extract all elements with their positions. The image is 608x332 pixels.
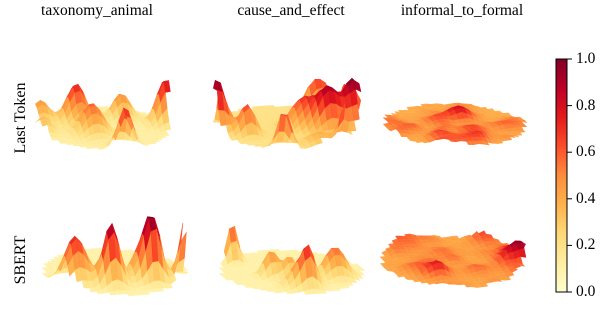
surface-face bbox=[162, 133, 170, 137]
surface-panel bbox=[212, 77, 362, 149]
surface-face bbox=[355, 273, 364, 280]
surface-face bbox=[507, 135, 516, 138]
colorbar-tick-label: 0.8 bbox=[576, 96, 596, 114]
surface-face bbox=[180, 270, 189, 274]
surface-face bbox=[357, 268, 366, 272]
surface-face bbox=[163, 80, 171, 93]
surface-panel bbox=[382, 102, 528, 146]
surface-face bbox=[338, 101, 346, 127]
surface-face bbox=[351, 103, 360, 121]
colorbar-tick-label: 0.6 bbox=[576, 143, 596, 161]
colorbar-tick-label: 0.2 bbox=[576, 236, 596, 254]
surface-face bbox=[348, 120, 357, 132]
surface-face bbox=[141, 143, 149, 147]
surface-face bbox=[341, 285, 351, 289]
surface-panel bbox=[35, 80, 171, 150]
surface-face bbox=[178, 231, 187, 262]
surface-face bbox=[155, 137, 164, 141]
surface-face bbox=[329, 130, 337, 139]
column-title: cause_and_effect bbox=[237, 2, 345, 19]
surface-face bbox=[519, 124, 528, 128]
colorbar-tick-label: 0.4 bbox=[576, 189, 596, 207]
surface-face bbox=[353, 79, 362, 93]
surface-face bbox=[149, 141, 157, 145]
surface-face bbox=[172, 251, 180, 275]
surface-face bbox=[481, 140, 490, 146]
surface-face bbox=[142, 292, 151, 295]
surface-face bbox=[128, 110, 136, 131]
surface-face bbox=[341, 118, 350, 133]
surface-face bbox=[158, 135, 167, 139]
surface-face bbox=[495, 141, 504, 144]
surface-face bbox=[156, 287, 165, 292]
surface-panel bbox=[379, 230, 527, 288]
surface-face bbox=[352, 273, 361, 281]
surface-face bbox=[163, 121, 171, 131]
surface-face bbox=[348, 276, 357, 284]
surface-face bbox=[514, 132, 523, 136]
surface-face bbox=[165, 282, 173, 289]
surface-face bbox=[168, 273, 177, 285]
surface-face bbox=[518, 120, 528, 124]
surface-face bbox=[319, 289, 328, 294]
surface-face bbox=[517, 130, 526, 133]
surface-panel bbox=[41, 216, 189, 297]
surface-face bbox=[314, 137, 323, 145]
surface-face bbox=[504, 136, 513, 141]
colorbar-tick-label: 1.0 bbox=[576, 50, 596, 67]
surface-face bbox=[345, 281, 354, 286]
surface-panel bbox=[218, 225, 366, 295]
column-title: taxonomy_animal bbox=[41, 2, 153, 19]
surface-face bbox=[333, 288, 342, 292]
column-title: informal_to_formal bbox=[400, 2, 524, 19]
colorbar-gradient bbox=[555, 58, 568, 293]
colorbar-tick-label: 0.0 bbox=[576, 283, 596, 300]
surface-face bbox=[152, 139, 161, 143]
